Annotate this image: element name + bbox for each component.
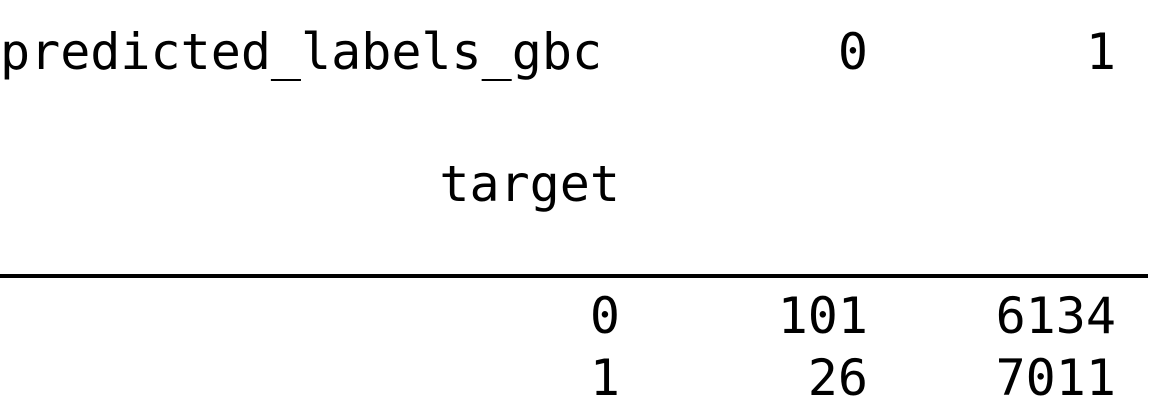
columns-name-label: predicted_labels_gbc: [0, 23, 603, 81]
cell-0-1: 6134: [995, 287, 1116, 345]
cell-0-0: 101: [777, 287, 868, 345]
index-name-label: target: [439, 155, 620, 213]
header-divider: [0, 274, 1148, 278]
column-header-1: 1: [1085, 23, 1116, 81]
row-label-1: 1: [589, 349, 620, 407]
cell-1-0: 26: [807, 349, 868, 407]
column-header-0: 0: [837, 23, 868, 81]
cell-1-1: 7011: [995, 349, 1116, 407]
row-label-0: 0: [589, 287, 620, 345]
